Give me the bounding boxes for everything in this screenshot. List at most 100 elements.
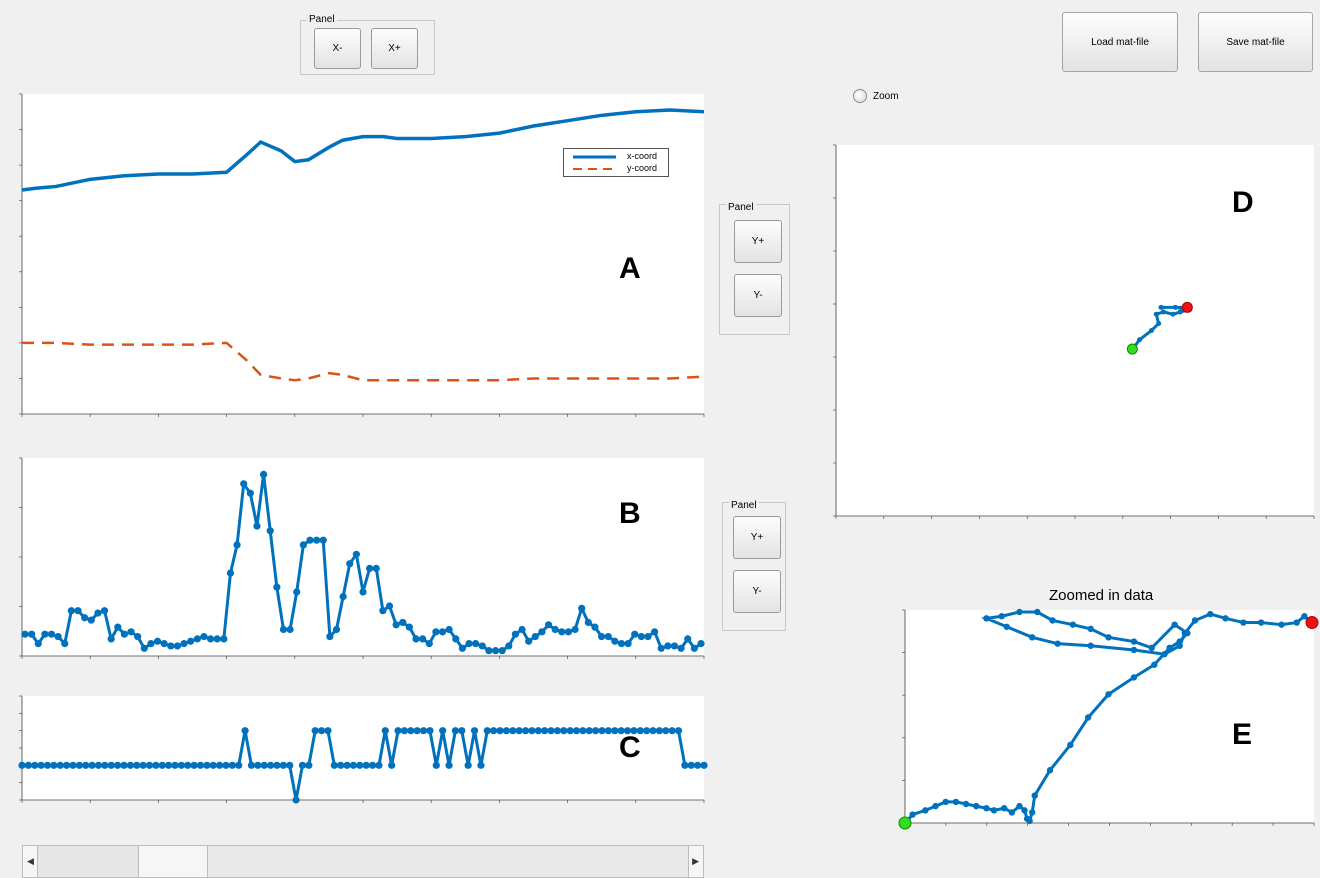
series-b-marker xyxy=(597,632,606,641)
series-b-marker xyxy=(253,522,261,530)
axes-e[interactable] xyxy=(905,610,1314,823)
y-plus-button-a[interactable]: Y+ xyxy=(734,220,782,263)
trajectory-e-marker xyxy=(1301,613,1308,620)
series-b-marker xyxy=(485,647,493,655)
axis-b-ticks xyxy=(19,457,705,659)
series-b-marker xyxy=(127,628,135,636)
series-c-marker xyxy=(681,761,689,769)
series-c-marker xyxy=(228,761,236,769)
zoom-label: Zoom xyxy=(873,91,899,102)
series-b-marker xyxy=(34,640,42,648)
series-c-marker xyxy=(171,761,179,769)
series-c-marker xyxy=(266,761,275,769)
plot-a xyxy=(19,93,705,417)
trajectory-e-end-point xyxy=(1305,616,1319,630)
trajectory-d-start-point xyxy=(1126,343,1138,355)
trajectory-e-marker xyxy=(1054,640,1061,647)
series-c-marker xyxy=(75,761,83,769)
series-c-marker xyxy=(617,727,625,735)
series-c-marker xyxy=(235,761,243,769)
axes-c[interactable] xyxy=(22,696,704,800)
load-mat-file-button[interactable]: Load mat-file xyxy=(1062,12,1178,72)
series-c-marker xyxy=(553,727,562,735)
series-b-marker xyxy=(134,632,142,641)
series-b-marker xyxy=(637,632,645,641)
trajectory-e-marker xyxy=(1003,623,1010,630)
axis-line xyxy=(835,145,1314,517)
axes-d[interactable] xyxy=(836,145,1314,516)
trajectory-e-marker xyxy=(1067,741,1074,749)
series-c-marker xyxy=(509,727,517,735)
trajectory-e-marker xyxy=(1151,661,1158,668)
series-b-marker xyxy=(87,616,95,624)
y-minus-button-b[interactable]: Y- xyxy=(733,570,781,613)
series-b-marker xyxy=(445,625,453,634)
series-c-marker xyxy=(623,727,632,735)
scrollbar-thumb[interactable] xyxy=(207,845,689,878)
x-plus-button[interactable]: X+ xyxy=(371,28,418,69)
series-c-marker xyxy=(426,727,434,735)
series-b-line xyxy=(25,474,702,653)
series-b-marker xyxy=(246,489,254,497)
series-b-marker xyxy=(187,637,195,645)
trajectory-e-marker xyxy=(998,613,1005,620)
series-c-marker xyxy=(177,761,185,769)
series-c-marker xyxy=(483,727,491,735)
chevron-left-icon[interactable]: ◀ xyxy=(27,856,34,866)
series-c-marker xyxy=(579,727,587,735)
axis-c-ticks xyxy=(19,695,705,803)
series-c-marker xyxy=(203,761,211,769)
trajectory-e-marker xyxy=(1008,809,1016,816)
y-panel-a: Panel Y+ Y- xyxy=(719,201,790,335)
y-panel-b-title: Panel xyxy=(729,499,759,513)
series-b-marker xyxy=(293,588,301,596)
x-minus-button[interactable]: X- xyxy=(314,28,361,69)
series-y-coord-line xyxy=(22,341,705,382)
trajectory-d-end-point xyxy=(1181,301,1193,313)
y-minus-button-a[interactable]: Y- xyxy=(734,274,782,317)
trajectory-e-marker xyxy=(1278,621,1285,628)
series-c-marker xyxy=(37,761,45,769)
axis-d-ticks xyxy=(833,144,1315,519)
series-b-marker xyxy=(67,607,75,615)
series-c-marker xyxy=(292,796,300,804)
series-b-marker xyxy=(690,644,698,652)
series-b-marker xyxy=(153,637,162,645)
series-b-marker xyxy=(107,635,115,643)
series-b-marker xyxy=(657,644,665,652)
series-b-marker xyxy=(21,630,29,638)
series-b-marker xyxy=(458,644,467,652)
zoom-radio-button[interactable] xyxy=(853,89,867,103)
trajectory-e-marker xyxy=(1016,608,1023,616)
series-b-marker xyxy=(624,640,632,648)
save-mat-file-button[interactable]: Save mat-file xyxy=(1198,12,1313,72)
series-b-marker xyxy=(147,640,155,648)
series-b-marker xyxy=(472,640,480,648)
trajectory-e-marker xyxy=(1130,674,1138,681)
time-scrollbar[interactable]: ◀ ▶ xyxy=(22,845,704,878)
scrollbar-page-left[interactable] xyxy=(37,845,139,878)
y-plus-button-b[interactable]: Y+ xyxy=(733,516,781,559)
trajectory-e-marker xyxy=(922,807,929,814)
trajectory-e-marker xyxy=(1207,610,1214,618)
axes-a[interactable] xyxy=(22,94,704,414)
series-b-marker xyxy=(306,536,314,544)
series-c-marker xyxy=(700,761,708,769)
series-c-marker xyxy=(164,761,173,769)
trajectory-d-marker xyxy=(1160,309,1166,315)
series-b-marker xyxy=(61,640,69,648)
series-c-marker xyxy=(337,761,345,769)
trajectory-e-marker xyxy=(1191,617,1199,624)
y-panel-b: Panel Y+ Y- xyxy=(722,499,786,631)
series-b-marker xyxy=(213,635,221,643)
series-c-marker xyxy=(247,761,256,769)
series-c-marker xyxy=(439,727,447,735)
series-b-marker xyxy=(379,607,387,615)
trajectory-e-marker xyxy=(1148,644,1155,652)
series-b-marker xyxy=(47,630,56,638)
series-c-markers xyxy=(18,727,708,804)
series-c-marker xyxy=(222,761,230,769)
series-c-marker xyxy=(630,727,638,735)
series-b-marker xyxy=(200,632,208,641)
chevron-right-icon[interactable]: ▶ xyxy=(692,856,699,866)
